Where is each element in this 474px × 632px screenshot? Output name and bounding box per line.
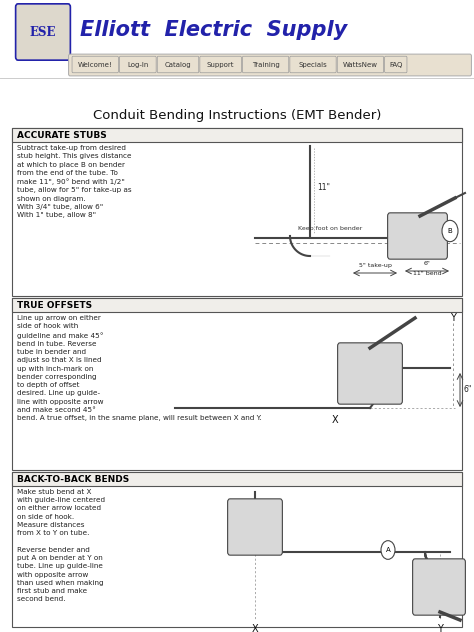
FancyBboxPatch shape	[12, 298, 462, 312]
Text: Conduit Bending Instructions (EMT Bender): Conduit Bending Instructions (EMT Bender…	[93, 109, 381, 121]
FancyBboxPatch shape	[388, 213, 447, 259]
Text: Line up arrow on either
side of hook with
guideline and make 45°
bend in tube. R: Line up arrow on either side of hook wit…	[17, 315, 262, 421]
FancyBboxPatch shape	[12, 472, 462, 486]
Text: Training: Training	[252, 62, 280, 68]
Text: FAQ: FAQ	[389, 62, 402, 68]
Text: 5" take-up: 5" take-up	[358, 263, 392, 268]
Text: Support: Support	[207, 62, 234, 68]
Text: 11" bend: 11" bend	[413, 271, 441, 276]
FancyBboxPatch shape	[290, 56, 336, 73]
Text: Y: Y	[450, 313, 456, 323]
FancyBboxPatch shape	[243, 56, 289, 73]
Text: BACK-TO-BACK BENDS: BACK-TO-BACK BENDS	[17, 475, 129, 483]
Text: ESE: ESE	[30, 25, 56, 39]
FancyBboxPatch shape	[72, 56, 118, 73]
FancyBboxPatch shape	[69, 54, 472, 76]
Text: Subtract take-up from desired
stub height. This gives distance
at which to place: Subtract take-up from desired stub heigh…	[17, 145, 132, 218]
Text: Welcome!: Welcome!	[78, 62, 113, 68]
Text: B: B	[447, 228, 452, 234]
Bar	[0, 554, 474, 632]
FancyBboxPatch shape	[12, 472, 462, 627]
FancyBboxPatch shape	[228, 499, 283, 555]
Text: X: X	[332, 415, 338, 425]
Text: Keep foot on bender: Keep foot on bender	[298, 226, 362, 231]
FancyBboxPatch shape	[16, 4, 70, 60]
FancyBboxPatch shape	[12, 128, 462, 142]
FancyBboxPatch shape	[12, 128, 462, 296]
Circle shape	[381, 540, 395, 559]
FancyBboxPatch shape	[12, 298, 462, 470]
Text: 6": 6"	[424, 261, 430, 266]
Text: 11": 11"	[317, 183, 330, 193]
Text: Catalog: Catalog	[164, 62, 191, 68]
FancyBboxPatch shape	[200, 56, 241, 73]
Text: Specials: Specials	[299, 62, 328, 68]
Text: Y: Y	[437, 624, 443, 632]
Text: A: A	[386, 547, 391, 553]
FancyBboxPatch shape	[119, 56, 156, 73]
Text: 6": 6"	[463, 386, 471, 394]
Text: TRUE OFFSETS: TRUE OFFSETS	[17, 300, 92, 310]
FancyBboxPatch shape	[157, 56, 199, 73]
Text: ACCURATE STUBS: ACCURATE STUBS	[17, 130, 107, 140]
Text: Log-In: Log-In	[127, 62, 148, 68]
FancyBboxPatch shape	[413, 559, 465, 615]
FancyBboxPatch shape	[385, 56, 407, 73]
FancyBboxPatch shape	[337, 56, 383, 73]
Circle shape	[442, 221, 458, 241]
Text: Make stub bend at X
with guide-line centered
on either arrow located
on side of : Make stub bend at X with guide-line cent…	[17, 489, 105, 602]
FancyBboxPatch shape	[337, 343, 402, 404]
Text: X: X	[252, 624, 258, 632]
Text: Elliott  Electric  Supply: Elliott Electric Supply	[80, 20, 347, 40]
Text: WattsNew: WattsNew	[343, 62, 378, 68]
